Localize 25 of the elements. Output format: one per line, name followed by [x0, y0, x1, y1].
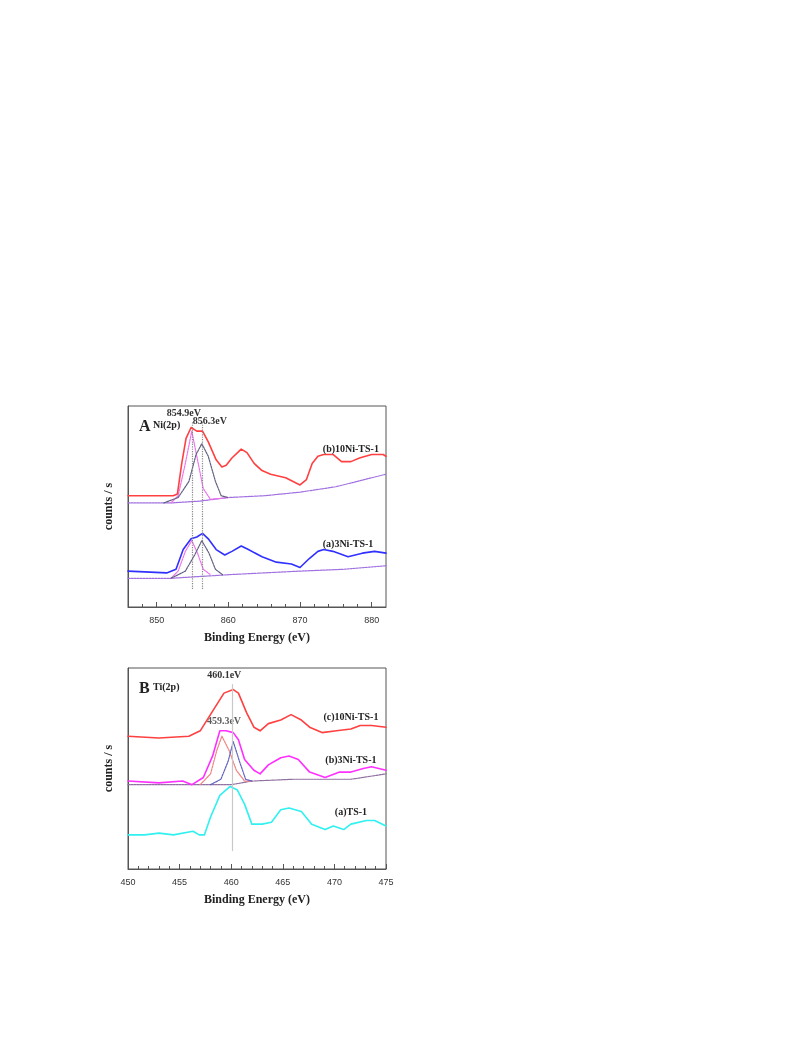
x-tick-label: 880 [364, 614, 380, 625]
x-tick-label: 860 [220, 614, 236, 625]
chart-subtitle: Ti(2p) [153, 680, 180, 693]
x-tick-label: 465 [275, 876, 291, 887]
y-axis-title: counts / s [101, 482, 115, 531]
x-tick-label: 470 [326, 876, 342, 887]
x-tick-label: 455 [172, 876, 188, 887]
x-tick-label: 870 [292, 614, 308, 625]
ref-line-label: 460.1eV [207, 668, 243, 680]
x-axis-title: Binding Energy (eV) [203, 630, 311, 644]
y-axis-title: counts / s [101, 744, 115, 793]
x-tick-label: 475 [378, 876, 394, 887]
series-label: (a)3Ni-TS-1 [322, 538, 374, 551]
chart-title: A [139, 416, 151, 434]
annotation: 459.3eV [206, 715, 242, 727]
series-label: (a)TS-1 [334, 805, 368, 818]
x-axis-title: Binding Energy (eV) [203, 892, 311, 906]
x-tick-label: 460 [223, 876, 239, 887]
series-label: (b)10Ni-TS-1 [322, 443, 379, 456]
series-label: (c)10Ni-TS-1 [323, 710, 379, 723]
series-label: (b)3Ni-TS-1 [325, 753, 377, 766]
x-tick-label: 450 [120, 876, 136, 887]
chart-subtitle: Ni(2p) [153, 418, 181, 431]
chart-title: B [139, 678, 150, 696]
x-tick-label: 850 [149, 614, 165, 625]
